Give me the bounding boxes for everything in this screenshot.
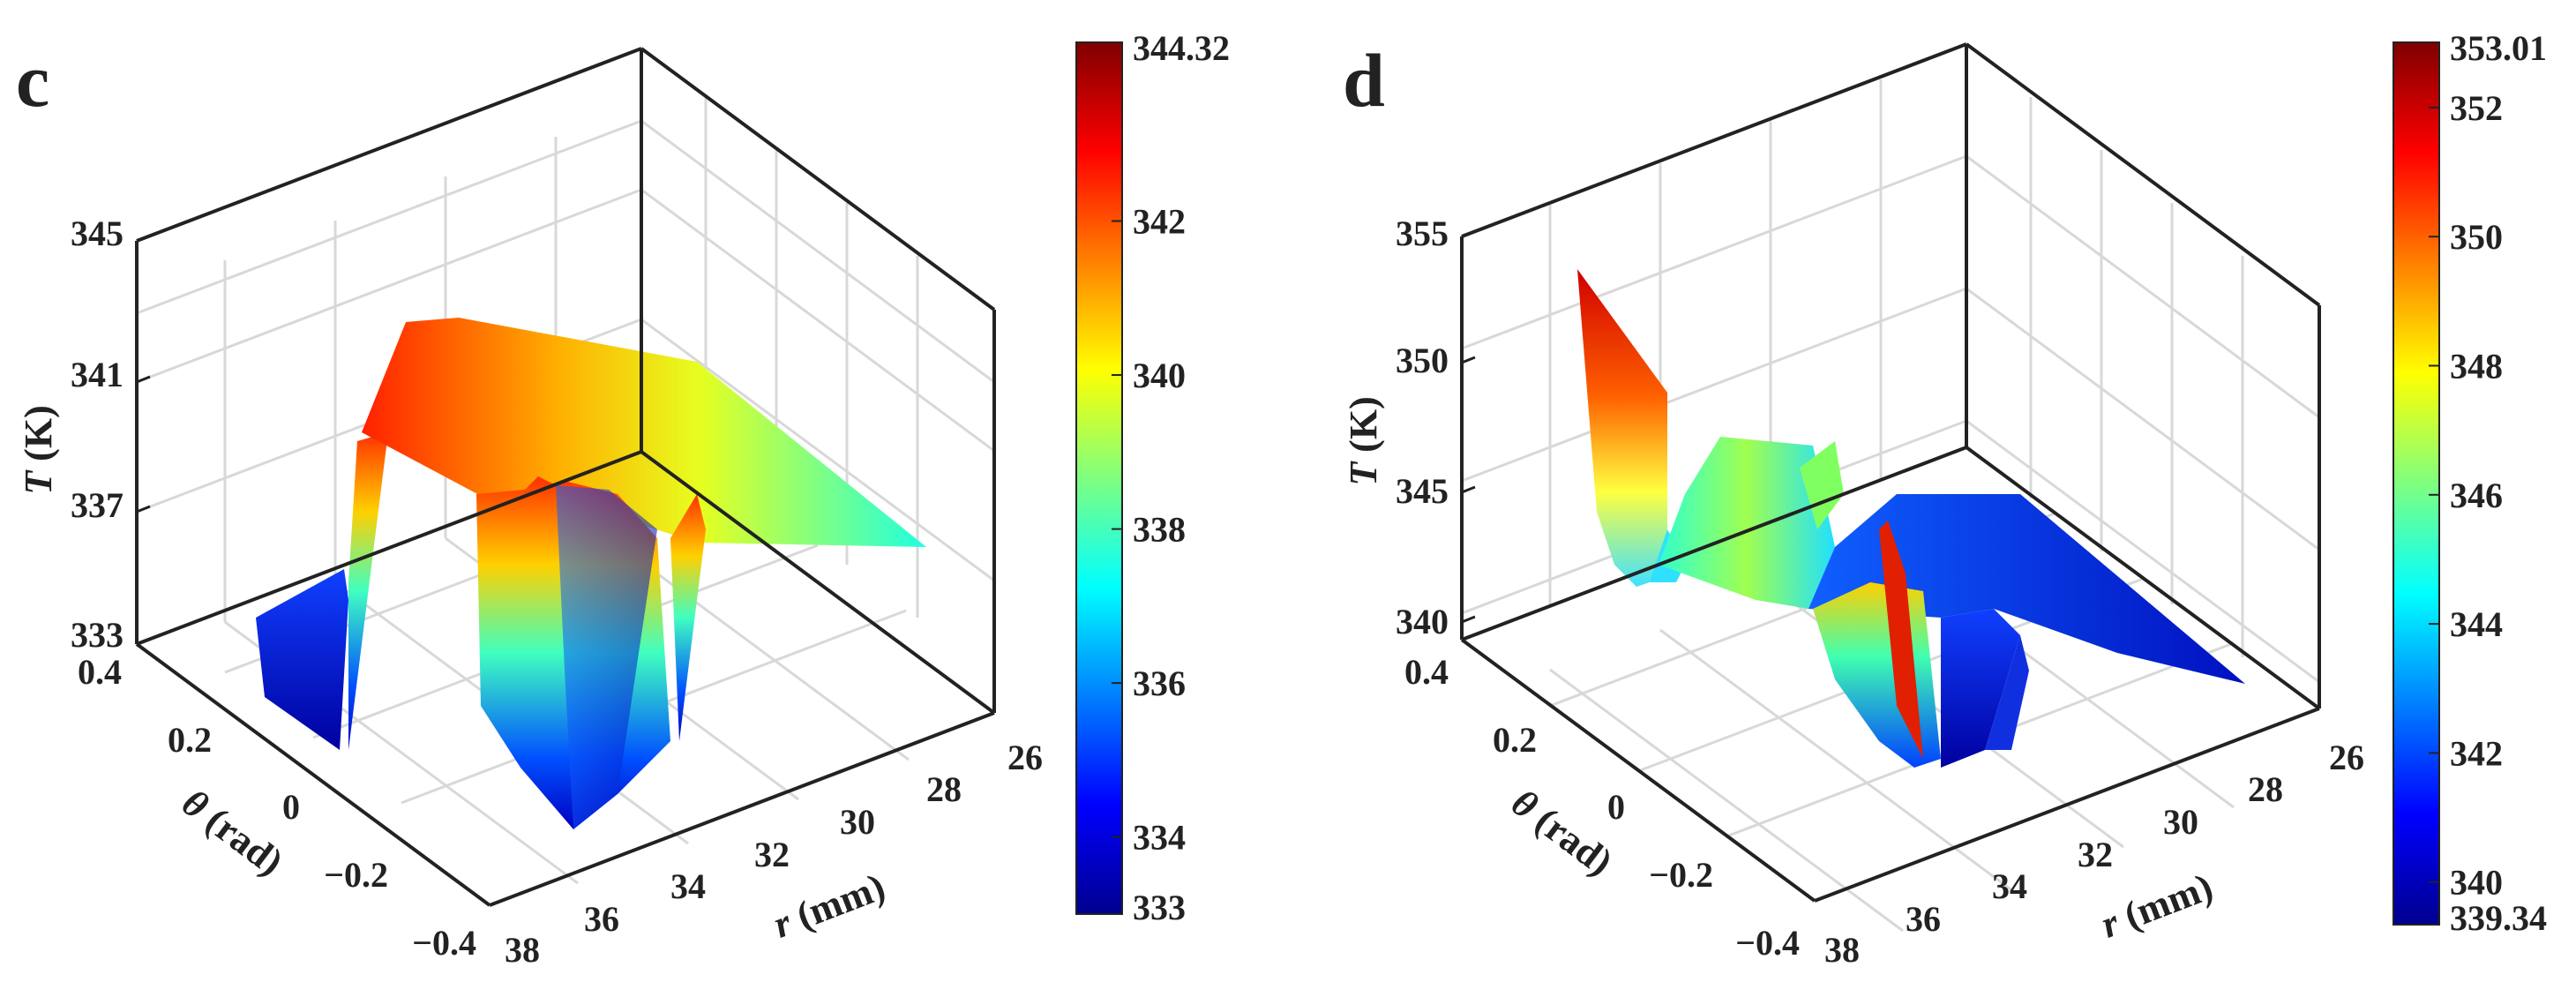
r-tick-label: 36 <box>1906 899 1941 939</box>
theta-tick-label: 0.2 <box>168 720 212 760</box>
z-axis-label: T (K) <box>17 405 60 494</box>
colorbar-tick-label: 346 <box>2450 476 2503 515</box>
colorbar-tick-label: 333 <box>1133 888 1186 927</box>
theta-axis-label: θ (rad) <box>1503 781 1621 884</box>
r-tick-label: 32 <box>2078 835 2113 874</box>
z-tick-label: 350 <box>1396 341 1449 380</box>
theta-tick-label: −0.4 <box>1735 923 1800 963</box>
r-tick-label: 38 <box>1824 930 1860 970</box>
colorbar-tick-label: 342 <box>1133 201 1186 241</box>
theta-axis-label: θ (rad) <box>174 781 291 884</box>
colorbar-tick-label: 336 <box>1133 663 1186 703</box>
theta-ticks: 0.4 0.2 0 −0.2 −0.4 <box>78 652 476 963</box>
surface <box>256 318 926 829</box>
colorbar-tick-label: 339.34 <box>2450 898 2547 938</box>
colorbar-tick-label: 348 <box>2450 346 2503 386</box>
colorbar-tick-label: 352 <box>2450 88 2503 128</box>
colorbar-tick-label: 353.01 <box>2450 28 2547 68</box>
colorbar-tick-label: 338 <box>1133 510 1186 550</box>
theta-tick-label: 0 <box>282 787 300 827</box>
r-tick-label: 32 <box>754 835 790 874</box>
r-tick-label: 26 <box>1007 738 1043 777</box>
r-axis-label: r (mm) <box>2095 865 2219 947</box>
r-tick-label: 34 <box>1992 866 2027 906</box>
r-tick-label: 26 <box>2329 738 2364 777</box>
theta-tick-label: −0.2 <box>324 855 388 895</box>
r-ticks: 38 36 34 32 30 28 26 <box>505 738 1043 970</box>
colorbar-tick-label: 342 <box>2450 733 2503 773</box>
theta-tick-label: 0.2 <box>1493 720 1537 760</box>
z-tick-label: 355 <box>1396 214 1449 253</box>
r-tick-label: 28 <box>926 769 962 809</box>
r-tick-label: 30 <box>2163 802 2198 842</box>
axes-box <box>135 47 996 907</box>
r-tick-label: 34 <box>670 866 706 906</box>
r-ticks: 38 36 34 32 30 28 26 <box>1824 738 2364 970</box>
z-tick-label: 340 <box>1396 602 1449 641</box>
colorbar-tick-label: 340 <box>2450 863 2503 903</box>
r-tick-label: 28 <box>2248 769 2283 809</box>
panel-c: c <box>16 28 1230 970</box>
theta-ticks: 0.4 0.2 0 −0.2 −0.4 <box>1404 652 1800 963</box>
r-axis-label: r (mm) <box>768 865 891 947</box>
panel-d: d <box>1342 28 2547 970</box>
r-tick-label: 30 <box>840 802 875 842</box>
theta-tick-label: 0 <box>1607 787 1625 827</box>
colorbar-tick-label: 340 <box>1133 356 1186 395</box>
z-axis-label: T (K) <box>1342 396 1385 485</box>
theta-tick-label: −0.4 <box>412 923 476 963</box>
z-ticks: 333 337 341 345 <box>71 214 151 655</box>
panel-label: d <box>1343 38 1385 123</box>
surface <box>1577 269 2245 768</box>
colorbar-tick-label: 334 <box>1133 818 1186 858</box>
axes-box <box>1460 42 2321 903</box>
colorbar-tick-label: 344.32 <box>1133 28 1230 68</box>
colorbar-tick-label: 350 <box>2450 217 2503 257</box>
z-tick-label: 345 <box>1396 471 1449 511</box>
z-tick-label: 333 <box>71 615 124 655</box>
theta-tick-label: 0.4 <box>1404 652 1449 692</box>
colorbar-tick-label: 344 <box>2450 604 2503 644</box>
theta-tick-label: −0.2 <box>1649 855 1713 895</box>
z-ticks: 340 345 350 355 <box>1396 214 1476 641</box>
r-tick-label: 38 <box>505 930 540 970</box>
z-tick-label: 341 <box>71 355 124 394</box>
z-tick-label: 345 <box>71 214 124 253</box>
panel-label: c <box>16 38 49 123</box>
z-tick-label: 337 <box>71 485 124 525</box>
colorbar: 344.32 342 340 338 336 334 333 <box>1075 28 1230 927</box>
r-tick-label: 36 <box>584 899 619 939</box>
theta-tick-label: 0.4 <box>78 652 122 692</box>
